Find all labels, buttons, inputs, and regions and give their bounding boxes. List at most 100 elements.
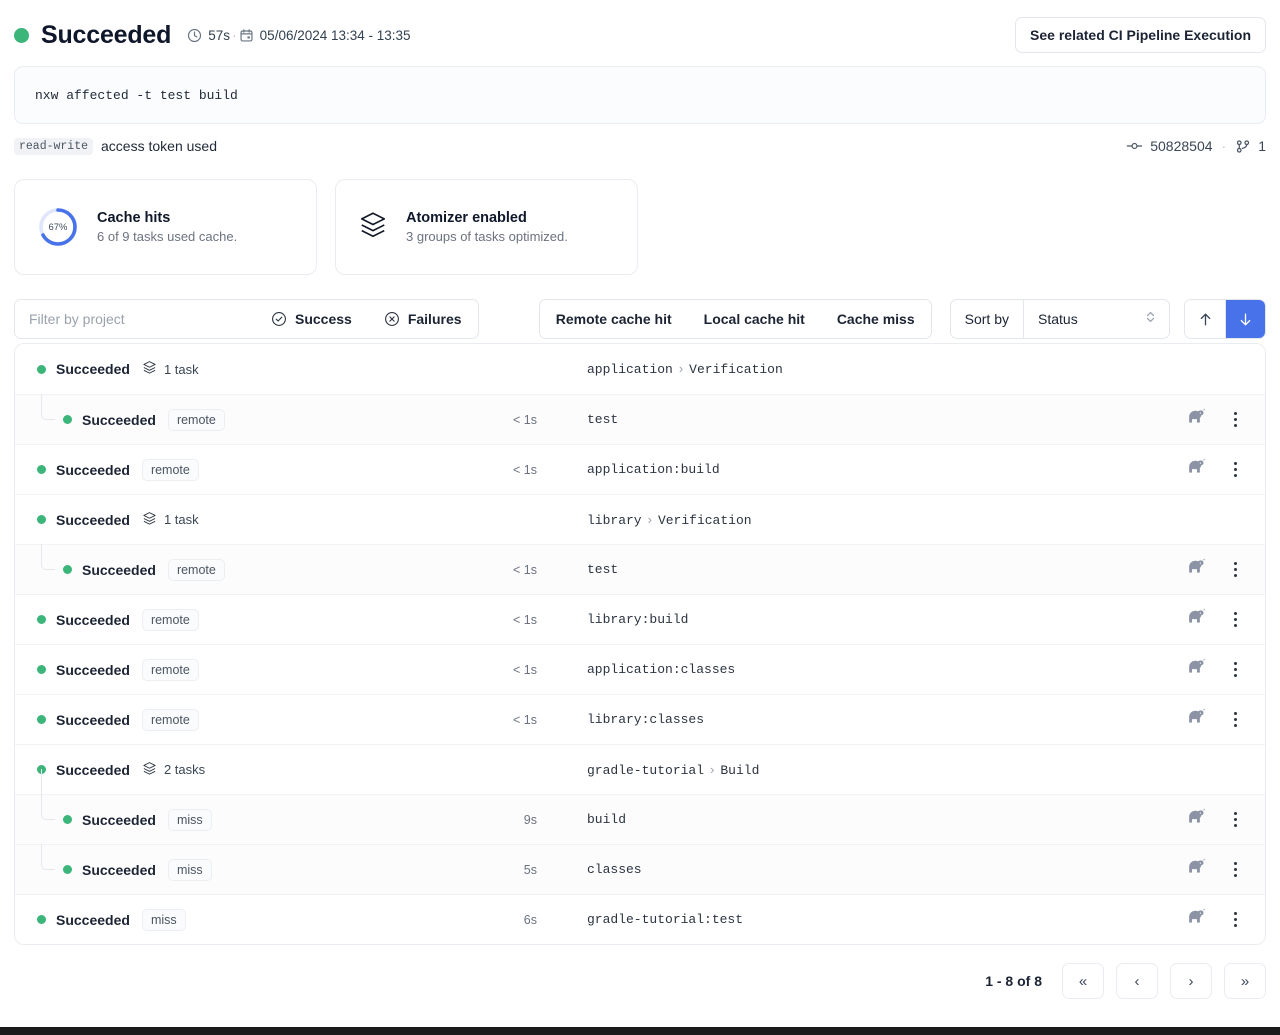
table-row[interactable]: Succeeded 1 task application › Verification xyxy=(15,344,1265,394)
breadcrumb-project: library xyxy=(587,512,642,528)
row-breadcrumb: gradle-tutorial › Build xyxy=(545,762,1155,778)
gradle-icon[interactable] xyxy=(1184,858,1206,881)
pagination-range: 1 - 8 of 8 xyxy=(985,973,1042,989)
cache-status-tag: miss xyxy=(167,858,212,881)
gradle-icon[interactable] xyxy=(1184,408,1206,431)
table-row[interactable]: Succeeded remote < 1s application:classes xyxy=(15,644,1265,694)
tree-connector xyxy=(41,769,55,820)
row-menu-button[interactable] xyxy=(1228,808,1243,831)
table-row[interactable]: Succeeded remote < 1s library:build xyxy=(15,594,1265,644)
table-row[interactable]: Succeeded remote < 1s test xyxy=(15,394,1265,444)
cache-miss-button[interactable]: Cache miss xyxy=(820,299,931,338)
row-duration: 5s xyxy=(523,862,537,877)
kebab-dot xyxy=(1234,418,1237,421)
filter-by-project-input[interactable] xyxy=(15,299,255,338)
gradle-icon[interactable] xyxy=(1184,808,1206,831)
row-menu-button[interactable] xyxy=(1228,558,1243,581)
kebab-dot xyxy=(1234,874,1237,877)
table-row[interactable]: Succeeded remote < 1s library:classes xyxy=(15,694,1265,744)
row-menu-button[interactable] xyxy=(1228,658,1243,681)
last-page-button[interactable]: » xyxy=(1224,963,1266,999)
row-status-label: Succeeded xyxy=(56,361,130,377)
gradle-icon[interactable] xyxy=(1184,608,1206,631)
sort-by-label: Sort by xyxy=(964,310,1009,327)
row-menu-button[interactable] xyxy=(1228,708,1243,731)
x-circle-icon xyxy=(384,311,400,327)
table-row[interactable]: Succeeded 2 tasks gradle-tutorial › Build xyxy=(15,744,1265,794)
calendar-icon xyxy=(239,28,254,43)
row-menu-button[interactable] xyxy=(1228,608,1243,631)
row-status-cell: Succeeded miss xyxy=(15,908,435,931)
table-row[interactable]: Succeeded miss 5s classes xyxy=(15,844,1265,894)
atomizer-card: Atomizer enabled 3 groups of tasks optim… xyxy=(335,179,638,275)
row-task-count-label: 1 task xyxy=(163,512,199,527)
see-related-ci-pipeline-button[interactable]: See related CI Pipeline Execution xyxy=(1015,17,1266,53)
gradle-icon[interactable] xyxy=(1184,658,1206,681)
row-menu-button[interactable] xyxy=(1228,908,1243,931)
kebab-dot xyxy=(1234,462,1237,465)
kebab-dot xyxy=(1234,612,1237,615)
gradle-icon[interactable] xyxy=(1184,558,1206,581)
row-duration: < 1s xyxy=(513,562,537,577)
chevron-right-icon: › xyxy=(678,361,684,376)
row-actions xyxy=(1155,558,1265,581)
row-duration: < 1s xyxy=(513,412,537,427)
row-status-label: Succeeded xyxy=(82,411,156,428)
kebab-dot xyxy=(1234,562,1237,565)
success-filter-button[interactable]: Success xyxy=(255,299,368,338)
gradle-icon[interactable] xyxy=(1184,908,1206,931)
filters-toolbar: Success Failures Remote cache hit Local … xyxy=(0,275,1280,339)
commit-meta: 50828504 · 1 xyxy=(1126,138,1266,154)
cache-status-tag: miss xyxy=(167,808,212,831)
table-row[interactable]: Succeeded miss 9s build xyxy=(15,769,1265,844)
breadcrumb-target: Verification xyxy=(689,362,783,377)
token-row: read-write access token used 50828504 · … xyxy=(0,124,1280,156)
table-row[interactable]: Succeeded remote < 1s application:build xyxy=(15,444,1265,494)
row-menu-button[interactable] xyxy=(1228,408,1243,431)
gradle-icon[interactable] xyxy=(1184,458,1206,481)
next-page-button[interactable]: › xyxy=(1170,963,1212,999)
chevron-right-icon: › xyxy=(710,761,715,777)
row-task-name: build xyxy=(587,812,627,827)
cache-status-tag: remote xyxy=(167,408,225,431)
tree-connector xyxy=(41,844,55,870)
kebab-dot xyxy=(1234,724,1237,727)
row-status-label: Succeeded xyxy=(56,711,130,728)
first-page-button[interactable]: « xyxy=(1062,963,1104,999)
branch-icon xyxy=(1235,139,1251,154)
page-title: Succeeded xyxy=(41,20,172,49)
remote-cache-hit-button[interactable]: Remote cache hit xyxy=(539,299,688,338)
row-task-name: classes xyxy=(587,862,642,877)
sort-descending-button[interactable] xyxy=(1225,299,1265,338)
kebab-dot xyxy=(1234,868,1237,871)
sort-ascending-button[interactable] xyxy=(1185,299,1225,338)
row-status-cell: Succeeded remote xyxy=(15,658,435,681)
branch-count: 1 xyxy=(1258,138,1266,154)
table-row[interactable]: Succeeded miss 6s gradle-tutorial:test xyxy=(15,894,1265,944)
previous-page-button[interactable]: ‹ xyxy=(1116,963,1158,999)
row-menu-button[interactable] xyxy=(1228,458,1243,481)
row-status-label: Succeeded xyxy=(82,811,156,828)
sort-by-select[interactable]: Status xyxy=(1023,299,1169,338)
breadcrumb-project: gradle-tutorial xyxy=(587,762,705,778)
breadcrumb-project: application xyxy=(587,362,673,377)
row-status-cell: Succeeded 2 tasks xyxy=(15,761,435,779)
kebab-dot xyxy=(1234,618,1237,621)
tree-connector xyxy=(41,544,55,570)
kebab-dot xyxy=(1234,574,1237,577)
row-menu-button[interactable] xyxy=(1228,858,1243,881)
atomizer-subtitle: 3 groups of tasks optimized. xyxy=(406,229,568,244)
row-status-cell: Succeeded remote xyxy=(15,608,435,631)
gradle-icon[interactable] xyxy=(1184,708,1206,731)
sort-by-group: Sort by Status xyxy=(949,298,1170,339)
cache-hits-subtitle: 6 of 9 tasks used cache. xyxy=(97,229,238,244)
cache-hits-percent: 67% xyxy=(48,221,68,233)
tasks-table: Succeeded 1 task application › Verification S… xyxy=(14,343,1266,945)
bottom-bar xyxy=(0,1027,1280,1035)
row-task-count-label: 1 task xyxy=(163,361,199,377)
row-status-label: Succeeded xyxy=(56,611,130,628)
local-cache-hit-button[interactable]: Local cache hit xyxy=(687,299,821,338)
table-row[interactable]: Succeeded remote < 1s test xyxy=(15,544,1265,594)
table-row[interactable]: Succeeded 1 task library › Verification xyxy=(15,494,1265,544)
failures-filter-button[interactable]: Failures xyxy=(367,299,478,338)
